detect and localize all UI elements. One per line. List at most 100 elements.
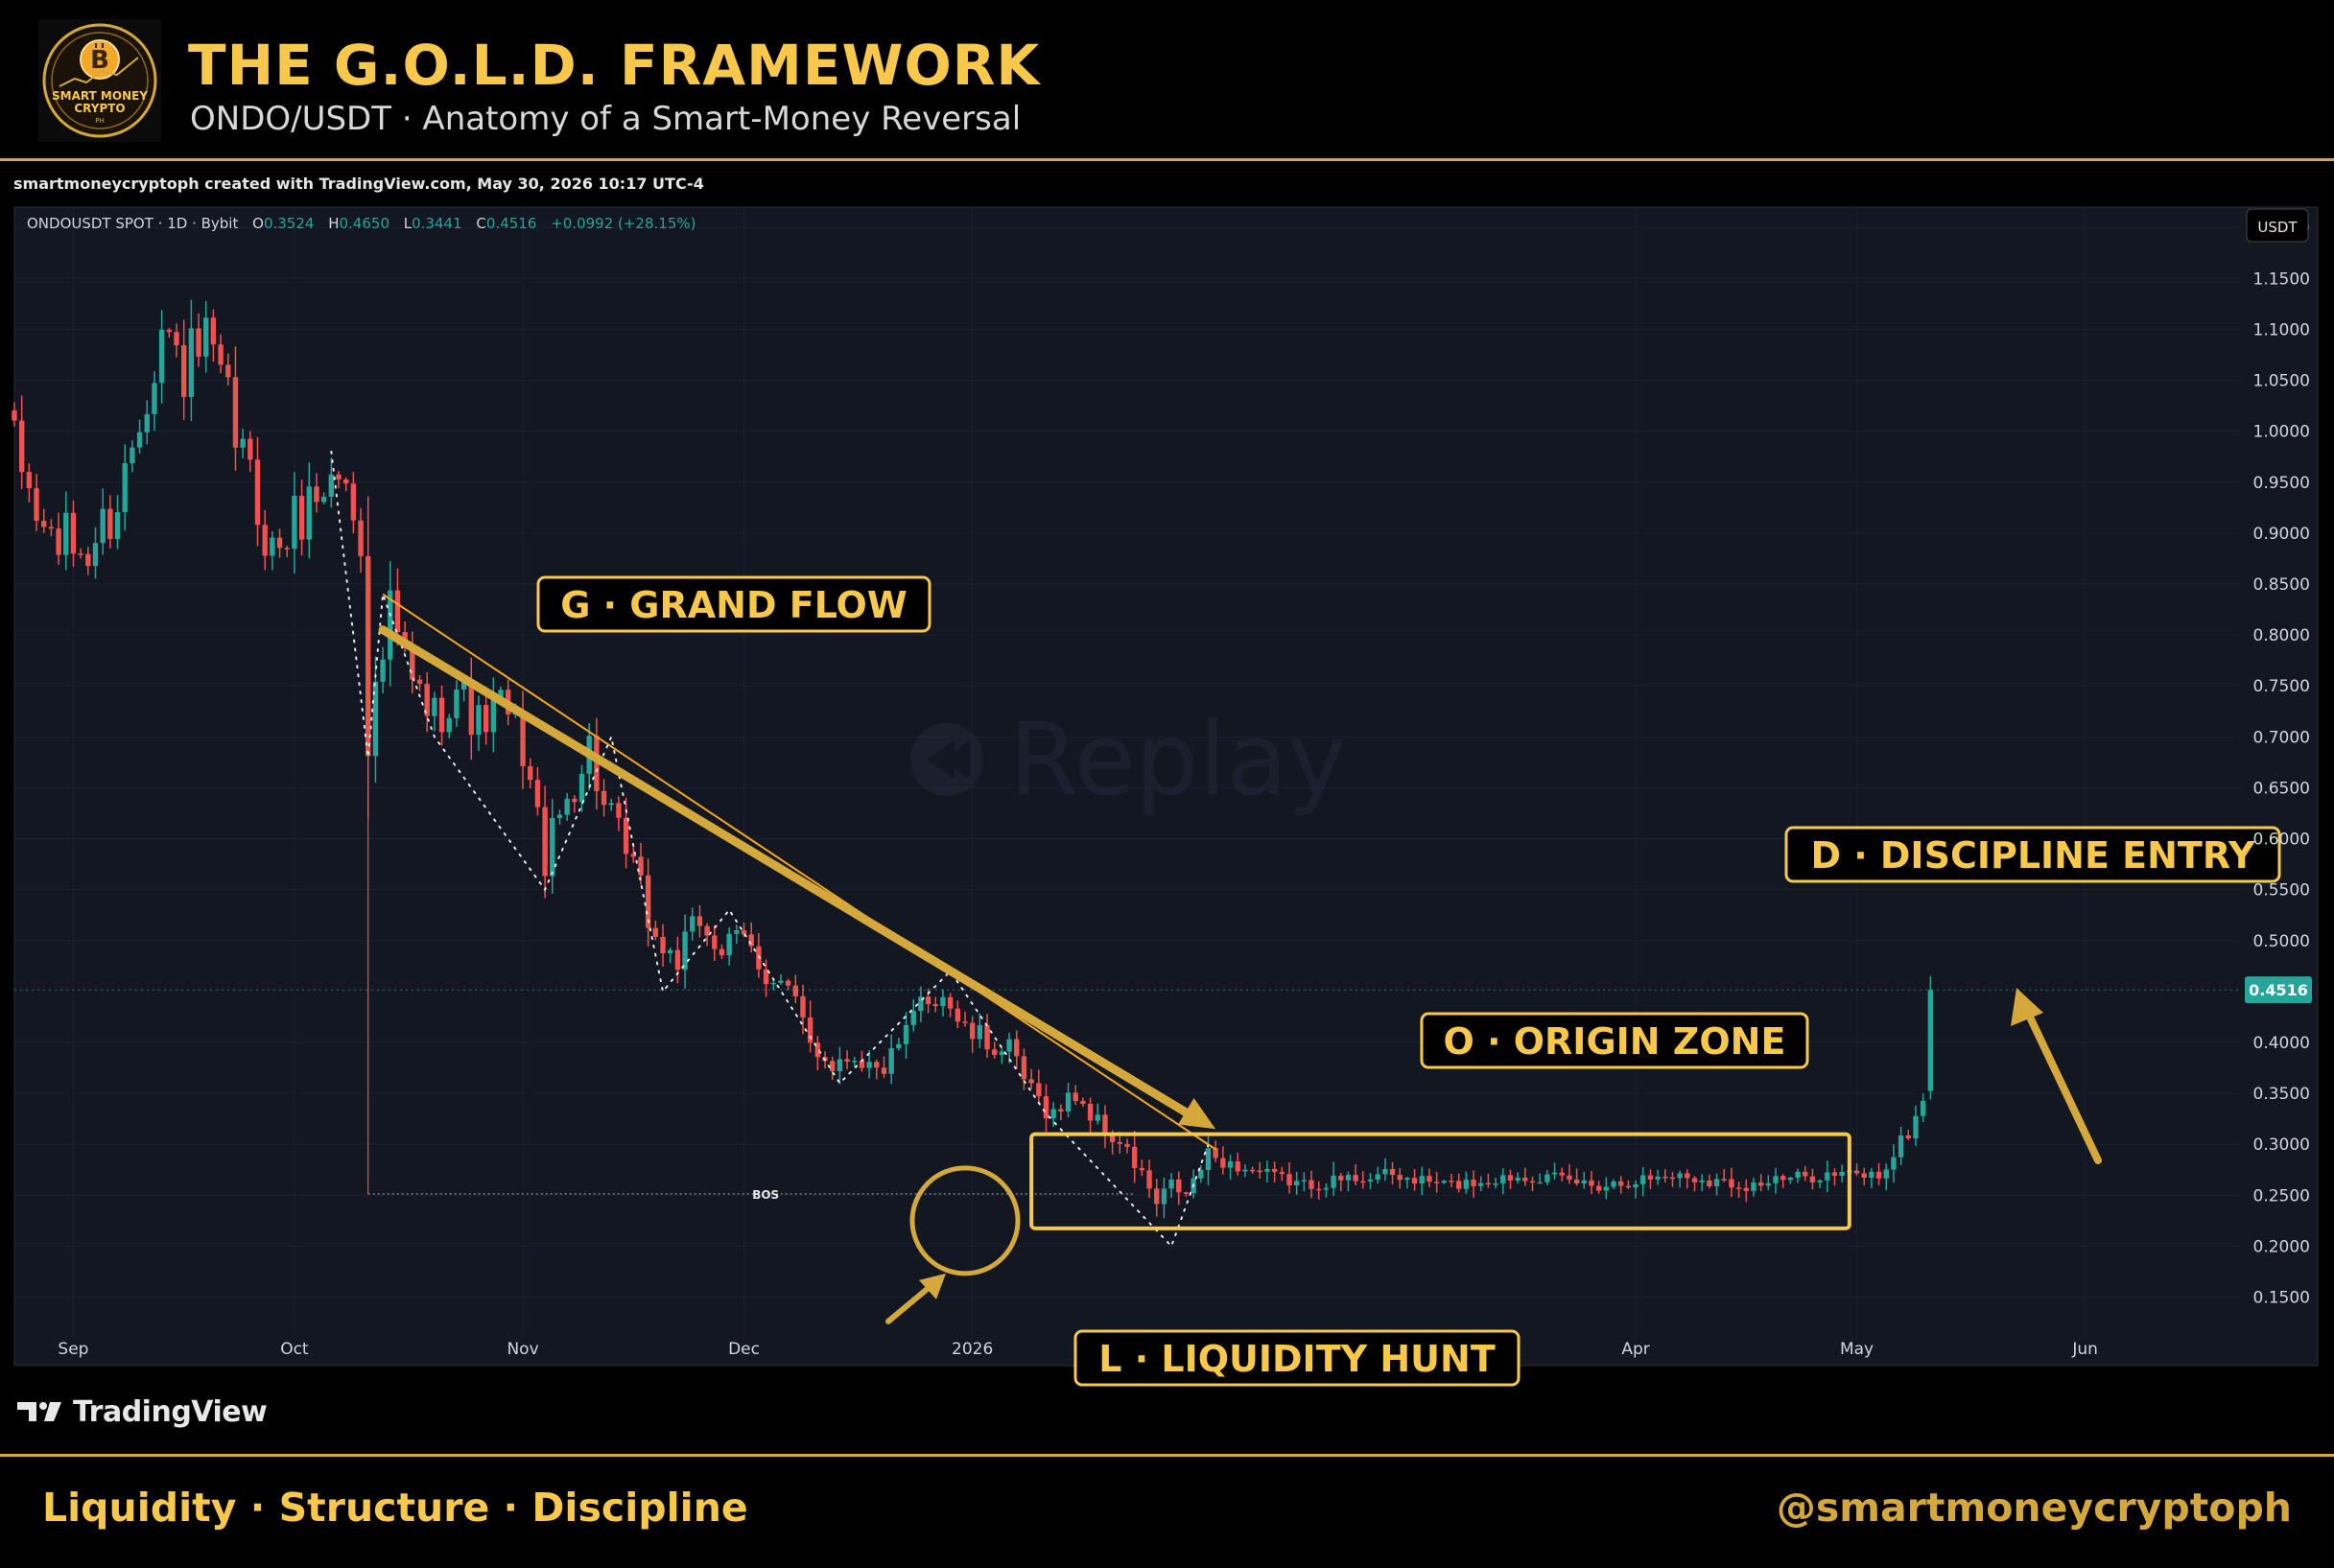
candle-body: [276, 537, 283, 549]
candle-body: [218, 344, 224, 365]
open-label: O: [252, 215, 264, 232]
replay-watermark: Replay: [910, 701, 1347, 818]
candle-body: [1522, 1177, 1528, 1182]
candle-body: [1751, 1182, 1756, 1191]
candle-body: [1220, 1158, 1226, 1168]
candle-body: [1633, 1183, 1639, 1188]
candle-body: [881, 1067, 887, 1074]
candle-body: [468, 681, 474, 736]
candle-body: [196, 328, 201, 357]
candle-body: [1441, 1181, 1448, 1183]
candle-body: [1073, 1092, 1078, 1102]
candle-body: [1028, 1079, 1034, 1084]
header-divider: [0, 158, 2334, 161]
candle-body: [712, 935, 718, 949]
x-tick-label: 2026: [952, 1340, 993, 1359]
candle-body: [1426, 1176, 1432, 1182]
candle-body: [1707, 1180, 1712, 1186]
candle-body: [550, 817, 555, 877]
candle-body: [564, 798, 570, 815]
candle-body: [188, 328, 195, 397]
candle-body: [1080, 1101, 1086, 1104]
candle-body: [343, 479, 349, 484]
candle-body: [977, 1024, 983, 1040]
currency-badge[interactable]: USDT: [2246, 208, 2309, 243]
candle-body: [778, 980, 784, 983]
candle-body: [380, 659, 386, 682]
svg-text:B: B: [90, 46, 109, 75]
candle-body: [56, 528, 61, 555]
y-tick-label: 0.6500: [2253, 779, 2310, 798]
candle-body: [1235, 1160, 1240, 1172]
candle-body: [1014, 1039, 1020, 1057]
candle-body: [578, 773, 585, 803]
discipline-entry-label-text: D · DISCIPLINE ENTRY: [1810, 834, 2255, 877]
candle-body: [136, 432, 143, 448]
candle-body: [1478, 1182, 1484, 1186]
candle-body: [1154, 1188, 1160, 1205]
candle-body: [734, 930, 740, 934]
candle-body: [1389, 1169, 1396, 1176]
candle-body: [483, 705, 489, 733]
candle-body: [837, 1059, 843, 1072]
candle-body: [1595, 1185, 1602, 1191]
candle-body: [630, 854, 636, 857]
candle-body: [1456, 1181, 1462, 1189]
candle-body: [1589, 1180, 1594, 1186]
candle-body: [1891, 1157, 1897, 1170]
grand-flow-label-frame: [536, 575, 931, 633]
candle-body: [1780, 1176, 1786, 1181]
candle-body: [476, 705, 482, 736]
candle-body: [807, 1018, 813, 1043]
candle-body: [1397, 1175, 1403, 1181]
candle-body: [144, 413, 150, 433]
candle-body: [320, 496, 327, 503]
candle-body: [1213, 1148, 1218, 1158]
candle-body: [1898, 1135, 1904, 1158]
last-price-tag-label: 0.4516: [2249, 981, 2308, 999]
candle-body: [158, 329, 165, 384]
candle-body: [623, 817, 629, 854]
candle-body: [1205, 1148, 1212, 1170]
y-tick-label: 0.6000: [2253, 831, 2310, 850]
high-label: H: [328, 215, 339, 232]
candle-body: [645, 875, 651, 928]
legend-bar: ONDOUSDT SPOT · 1D · Bybit O0.3524 H0.46…: [27, 215, 695, 232]
candle-body: [18, 420, 25, 473]
candle-body: [830, 1061, 836, 1072]
candle-body: [1507, 1175, 1514, 1181]
candle-body: [181, 345, 187, 397]
candle-body: [520, 713, 526, 766]
y-tick-label: 0.7500: [2253, 677, 2310, 696]
candle-body: [1021, 1056, 1027, 1080]
candle-body: [1316, 1188, 1322, 1191]
header: B SMART MONEY CRYPTO PH THE G.O.L.D. FRA…: [0, 0, 2334, 158]
candle-body: [1433, 1182, 1440, 1183]
candle-body: [328, 474, 335, 497]
candle-body: [616, 803, 622, 818]
candle-body: [1360, 1181, 1366, 1183]
close-label: C: [476, 215, 485, 232]
candle-body: [1831, 1172, 1838, 1176]
liquidity-hunt-arrow-head: [918, 1273, 946, 1299]
candle-body: [1065, 1092, 1072, 1112]
footer-handle: @smartmoneycryptoph: [1776, 1485, 2292, 1531]
candle-body: [388, 590, 393, 660]
x-tick-label: Nov: [507, 1340, 538, 1359]
candle-body: [1735, 1187, 1742, 1189]
candle-body: [1559, 1172, 1565, 1176]
footer-tagline: Liquidity · Structure · Discipline: [42, 1485, 748, 1531]
candle-body: [668, 949, 673, 954]
candle-body: [1323, 1187, 1330, 1190]
x-tick-label: Jun: [2071, 1340, 2098, 1359]
candle-body: [498, 690, 504, 697]
candle-body: [1308, 1180, 1314, 1189]
candle-body: [1331, 1175, 1336, 1188]
origin-zone-label-text: O · ORIGIN ZONE: [1444, 1020, 1786, 1063]
currency-badge-label: USDT: [2257, 219, 2298, 236]
candle-body: [1198, 1169, 1204, 1179]
candle-body: [1875, 1171, 1882, 1179]
candle-body: [1803, 1171, 1808, 1177]
candle-body: [1529, 1181, 1536, 1183]
candle-body: [1161, 1188, 1167, 1205]
